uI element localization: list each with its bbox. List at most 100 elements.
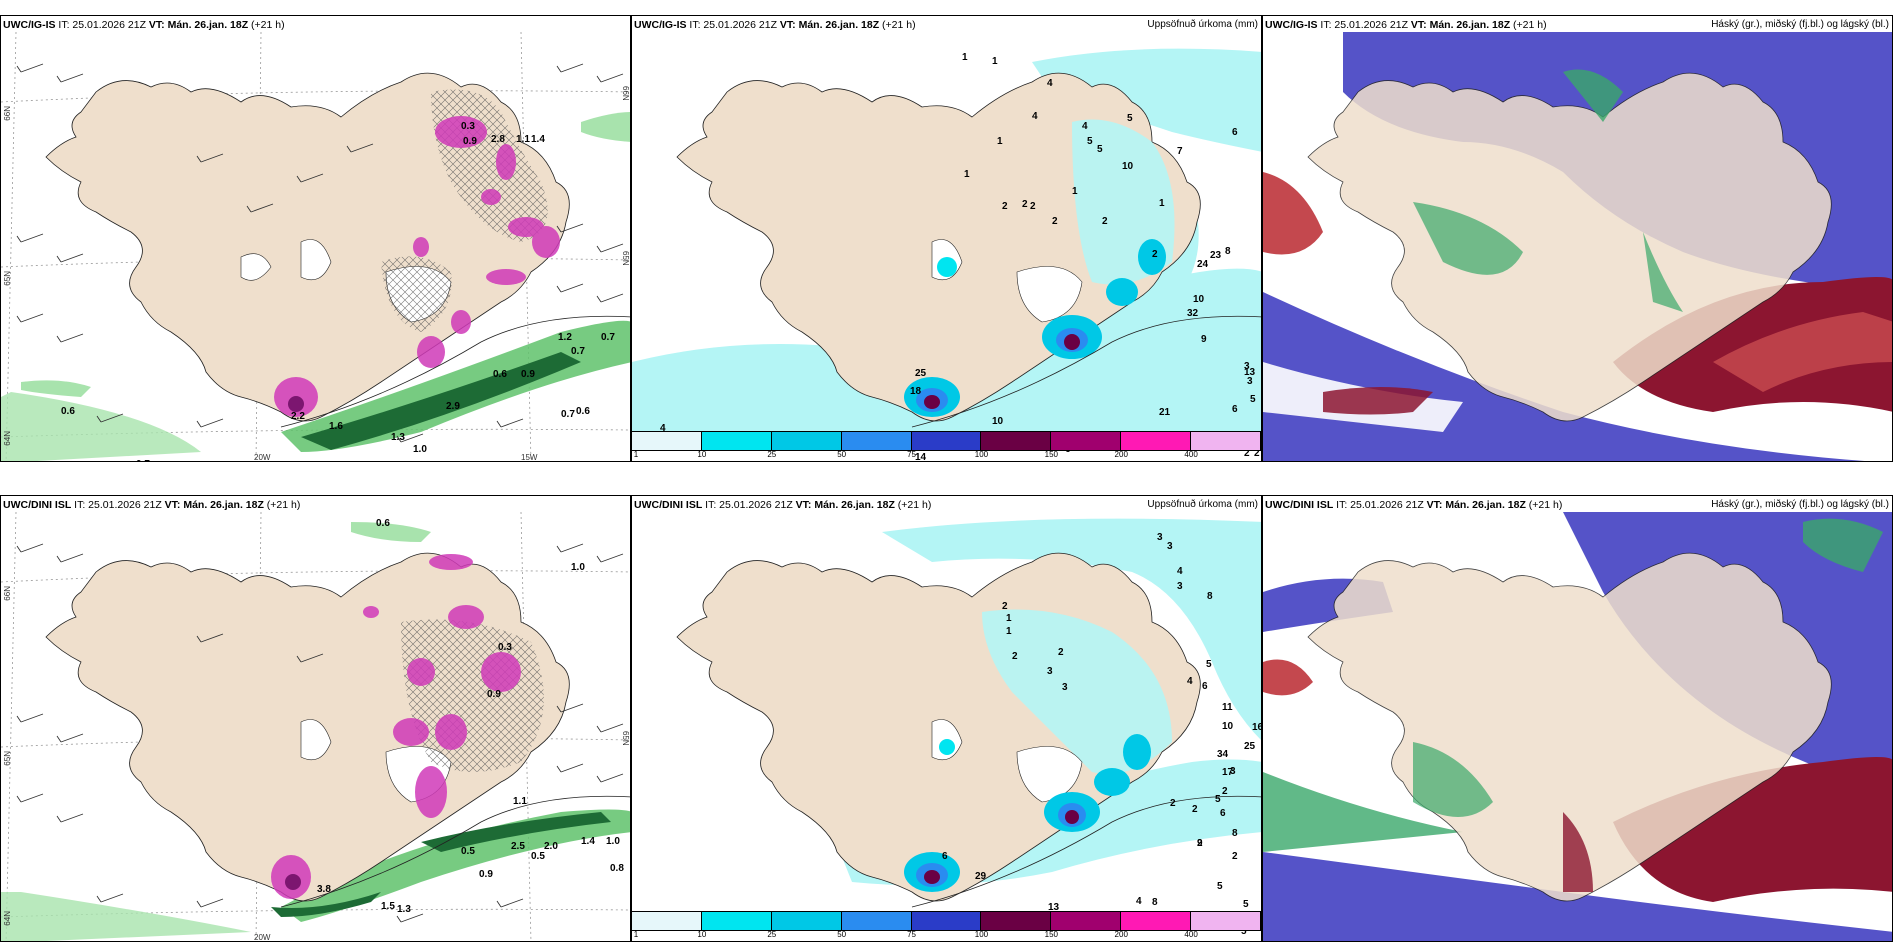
map-value-label: 6	[1232, 127, 1238, 138]
colorbar-tick-label: 50	[837, 930, 847, 939]
colorbar-swatch	[1051, 432, 1122, 450]
colorbar-swatch	[701, 432, 772, 450]
map-value-label: 4	[1082, 121, 1088, 132]
colorbar-swatch	[911, 912, 982, 930]
map-value-label: 4	[1177, 566, 1183, 577]
map-value-label: 0.6	[576, 406, 590, 417]
colorbar-tick-label: 75	[907, 450, 916, 459]
map-value-label: 1.2	[558, 332, 572, 343]
colorbar-tick-label: 150	[1044, 450, 1059, 459]
map-value-label: 1	[1159, 198, 1165, 209]
map-value-label: 6	[1202, 681, 1208, 692]
colorbar-tick-label: 400	[1184, 450, 1198, 459]
map-value-label: 1.3	[397, 904, 411, 915]
map-value-label: 0.7	[601, 332, 615, 343]
map-value-label: 5	[1215, 794, 1221, 805]
precip-map	[632, 32, 1261, 433]
map-value-label: 4	[1136, 896, 1142, 907]
colorbar-swatch	[771, 432, 842, 450]
map-value-label: 0.3	[461, 121, 475, 132]
map-value-label: 8	[1225, 246, 1231, 257]
map-value-label: 5	[1206, 659, 1212, 670]
map-value-label: 8	[1207, 591, 1213, 602]
grid-label-lat66: 66N	[3, 106, 12, 121]
map-value-label: 0.8	[610, 863, 624, 874]
map-value-label: 6	[942, 851, 948, 862]
map-value-label: 8	[1152, 897, 1158, 908]
panel-igis-clouds: UWC/IG-IS IT: 25.01.2026 21Z VT: Mán. 26…	[1262, 15, 1893, 462]
map-value-label: 1	[1072, 186, 1078, 197]
map-value-label: 2.0	[544, 841, 558, 852]
map-value-label: 2	[1052, 216, 1058, 227]
colorbar-swatch	[771, 912, 842, 930]
colorbar-tick-label: 400	[1184, 930, 1198, 939]
map-value-label: 1.0	[606, 836, 620, 847]
colorbar-tick-label: 150	[1044, 930, 1059, 939]
map-value-label: 1.0	[571, 562, 585, 573]
colorbar-tick-label: 25	[767, 930, 777, 939]
map-value-label: 2	[1232, 851, 1238, 862]
panel-right-title: Háský (gr.), miðský (fj.bl.) og lágský (…	[1711, 19, 1889, 30]
panel-igis-precip: UWC/IG-IS IT: 25.01.2026 21Z VT: Mán. 26…	[631, 15, 1262, 462]
map-value-label: 21	[1159, 407, 1171, 418]
weather-map	[1, 512, 630, 941]
map-value-label: 1	[997, 136, 1003, 147]
grid-label-lon20: 20W	[254, 453, 271, 462]
map-value-label: 0.5	[461, 846, 475, 857]
map-value-label: 1	[992, 56, 998, 67]
colorbar-tick-label: 100	[974, 450, 989, 459]
map-value-label: 1.3	[391, 432, 405, 443]
map-value-label: 4	[660, 423, 666, 434]
map-value-label: 2	[1102, 216, 1108, 227]
map-value-label: 1.5	[381, 901, 395, 912]
map-value-label: 17	[1222, 767, 1234, 778]
map-value-label: 5	[1250, 394, 1256, 405]
map-value-label: 5	[1217, 881, 1223, 892]
grid-label-lat65-right: 65N	[621, 251, 630, 266]
panel-header: UWC/IG-IS IT: 25.01.2026 21Z VT: Mán. 26…	[634, 19, 916, 31]
map-value-label: 0.9	[479, 869, 493, 880]
map-value-label: 4	[1032, 111, 1038, 122]
colorbar-swatch	[911, 432, 982, 450]
map-value-label: 2	[1254, 448, 1260, 459]
map-value-label: 4	[1047, 78, 1053, 89]
panel-dini-clouds: UWC/DINI ISL IT: 25.01.2026 21Z VT: Mán.…	[1262, 495, 1893, 942]
map-value-label: 2	[1197, 838, 1203, 849]
map-value-label: 3	[1247, 376, 1253, 387]
map-value-label: 0.9	[487, 689, 501, 700]
map-value-label: 1	[1006, 613, 1012, 624]
precip-colorbar: 1 10 25 50 75 100 150 200 400	[632, 431, 1261, 461]
colorbar-tick-label: 50	[837, 450, 847, 459]
map-value-label: 3	[1230, 766, 1236, 777]
map-value-label: 32	[1187, 308, 1199, 319]
map-value-label: 13	[1244, 367, 1256, 378]
panel-dini-weather: UWC/DINI ISL IT: 25.01.2026 21Z VT: Mán.…	[0, 495, 631, 942]
colorbar-swatch	[1191, 432, 1261, 450]
map-value-label: 1.1	[516, 134, 530, 145]
map-value-label: 5	[1241, 926, 1247, 937]
colorbar-swatch	[1121, 432, 1192, 450]
colorbar-swatch	[1051, 912, 1122, 930]
grid-label-lat66: 66N	[3, 586, 12, 601]
map-value-label: 2	[1222, 786, 1228, 797]
map-value-label: 3	[1157, 532, 1163, 543]
map-value-label: 0.6	[376, 518, 390, 529]
map-value-label: 5	[1127, 113, 1133, 124]
panel-right-title: Háský (gr.), miðský (fj.bl.) og lágský (…	[1711, 499, 1889, 510]
panel-dini-precip: UWC/DINI ISL IT: 25.01.2026 21Z VT: Mán.…	[631, 495, 1262, 942]
colorbar-swatch	[701, 912, 772, 930]
panel-right-title: Uppsöfnuð úrkoma (mm)	[1147, 19, 1258, 30]
map-value-label: 29	[975, 871, 987, 882]
map-value-label: 2	[1058, 647, 1064, 658]
map-value-label: 2	[1152, 249, 1158, 260]
map-value-label: 8	[1232, 828, 1238, 839]
map-value-label: 2	[1002, 601, 1008, 612]
map-value-label: 25	[1244, 741, 1256, 752]
colorbar-swatch	[841, 432, 912, 450]
map-value-label: 0.9	[174, 461, 188, 462]
map-value-label: 0.7	[571, 346, 585, 357]
colorbar-swatch	[632, 432, 702, 450]
cloud-map	[1263, 512, 1892, 941]
map-value-label: 0.5	[531, 851, 545, 862]
map-value-label: 0.6	[61, 406, 75, 417]
